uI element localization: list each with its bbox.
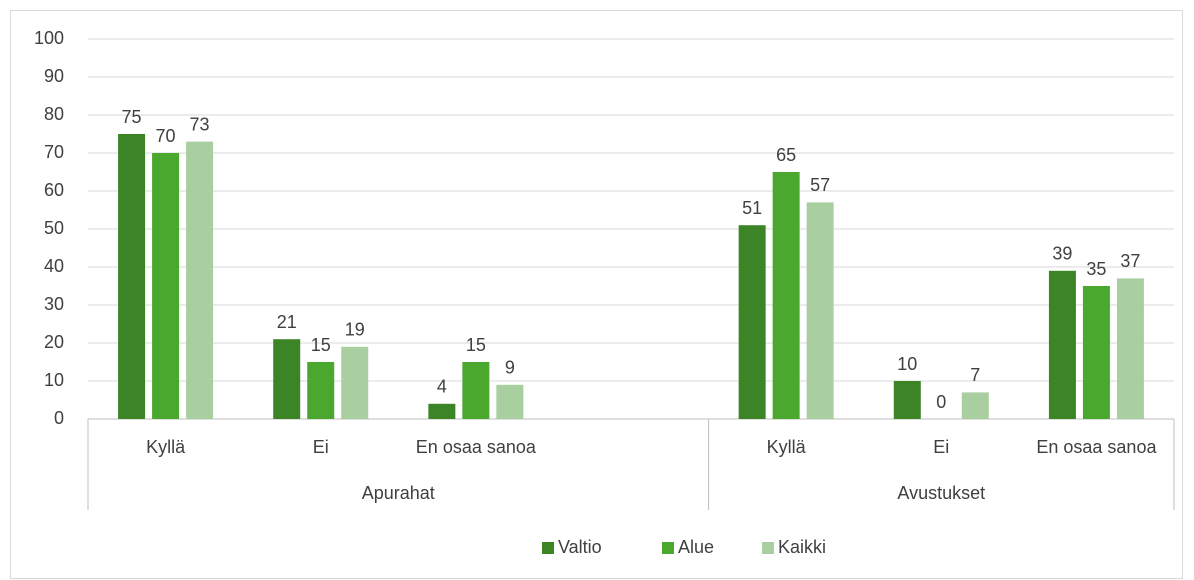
y-tick-label: 70 xyxy=(44,142,64,162)
bar xyxy=(428,403,456,419)
legend-label: Kaikki xyxy=(778,537,826,557)
data-label: 65 xyxy=(776,145,796,165)
bar xyxy=(961,392,989,419)
data-label: 51 xyxy=(742,198,762,218)
y-tick-label: 80 xyxy=(44,104,64,124)
group-label: Avustukset xyxy=(897,483,985,503)
x-tick-label: Kyllä xyxy=(767,437,807,457)
data-label: 4 xyxy=(437,377,447,397)
group-label: Apurahat xyxy=(362,483,435,503)
y-tick-label: 20 xyxy=(44,332,64,352)
bar xyxy=(772,172,800,419)
bar xyxy=(738,225,766,419)
bar xyxy=(307,362,335,419)
data-label: 57 xyxy=(810,175,830,195)
bar xyxy=(1116,278,1144,419)
y-tick-label: 10 xyxy=(44,370,64,390)
y-tick-label: 50 xyxy=(44,218,64,238)
y-tick-label: 90 xyxy=(44,66,64,86)
legend-label: Alue xyxy=(678,537,714,557)
x-tick-label: Ei xyxy=(313,437,329,457)
data-label: 35 xyxy=(1086,259,1106,279)
data-label: 9 xyxy=(505,358,515,378)
bar xyxy=(893,381,921,419)
data-label: 0 xyxy=(936,392,946,412)
data-label: 73 xyxy=(190,114,210,134)
bar xyxy=(341,346,369,419)
y-tick-label: 40 xyxy=(44,256,64,276)
bar xyxy=(496,384,524,419)
data-label: 7 xyxy=(970,365,980,385)
legend-swatch xyxy=(762,542,774,554)
x-tick-label: En osaa sanoa xyxy=(416,437,537,457)
bar xyxy=(1048,270,1076,419)
data-label: 75 xyxy=(122,107,142,127)
x-tick-label: En osaa sanoa xyxy=(1036,437,1157,457)
y-tick-label: 30 xyxy=(44,294,64,314)
data-label: 21 xyxy=(277,312,297,332)
bar xyxy=(806,202,834,419)
bar xyxy=(273,339,301,419)
bar xyxy=(152,153,180,419)
bar xyxy=(462,362,490,419)
bar xyxy=(118,134,146,419)
data-label: 37 xyxy=(1120,251,1140,271)
bar xyxy=(186,141,214,419)
data-label: 15 xyxy=(466,335,486,355)
data-label: 39 xyxy=(1052,244,1072,264)
data-label: 70 xyxy=(156,126,176,146)
data-label: 19 xyxy=(345,320,365,340)
bar xyxy=(1082,286,1110,419)
y-tick-label: 60 xyxy=(44,180,64,200)
data-label: 15 xyxy=(311,335,331,355)
legend-swatch xyxy=(662,542,674,554)
y-tick-label: 0 xyxy=(54,408,64,428)
y-tick-label: 100 xyxy=(34,28,64,48)
x-tick-label: Kyllä xyxy=(146,437,186,457)
data-label: 10 xyxy=(897,354,917,374)
legend-label: Valtio xyxy=(558,537,602,557)
x-tick-label: Ei xyxy=(933,437,949,457)
legend-swatch xyxy=(542,542,554,554)
